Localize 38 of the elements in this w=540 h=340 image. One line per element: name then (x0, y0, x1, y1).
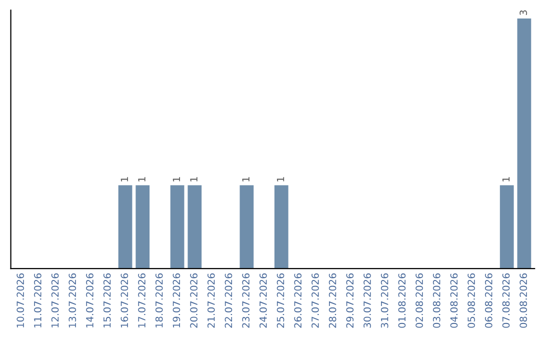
x-tick-label: 05.08.2026 (468, 273, 475, 328)
x-tick-label: 12.07.2026 (51, 273, 59, 328)
x-tick-label: 30.07.2026 (364, 273, 371, 328)
x-tick-label: 23.07.2026 (242, 273, 250, 328)
data-label: 1 (138, 177, 146, 182)
x-tick-label: 28.07.2026 (328, 273, 336, 328)
x-tick-label: 13.07.2026 (68, 273, 76, 328)
x-tick-label: 10.07.2026 (16, 273, 24, 328)
x-tick-label: 14.07.2026 (86, 273, 94, 328)
x-tick-label: 29.07.2026 (346, 273, 354, 328)
x-tick-label: 20.07.2026 (190, 273, 198, 328)
data-label: 1 (276, 177, 284, 182)
x-tick-label: 17.07.2026 (138, 273, 146, 328)
x-tick-label: 26.07.2026 (294, 273, 302, 328)
x-tick-label: 25.07.2026 (276, 273, 284, 328)
x-tick-label: 16.07.2026 (120, 273, 128, 328)
x-tick-label: 01.08.2026 (398, 273, 406, 328)
x-tick-label: 22.07.2026 (224, 273, 232, 328)
data-label: 1 (190, 177, 198, 182)
x-tick-label: 21.07.2026 (207, 273, 215, 328)
data-label: 1 (242, 177, 250, 182)
data-label: 3 (520, 10, 528, 16)
x-tick-label: 24.07.2026 (259, 273, 267, 328)
x-tick-label: 08.08.2026 (520, 273, 528, 328)
x-tick-label: 19.07.2026 (172, 273, 180, 328)
x-tick-label: 02.08.2026 (416, 273, 423, 328)
x-tick-label: 07.08.2026 (502, 273, 510, 328)
x-tick-label: 31.07.2026 (380, 273, 388, 328)
x-tick-label: 27.07.2026 (312, 273, 319, 328)
data-label: 1 (502, 177, 510, 182)
data-label: 1 (172, 177, 180, 182)
x-tick-label: 15.07.2026 (103, 273, 111, 328)
x-tick-label: 11.07.2026 (34, 273, 42, 328)
x-tick-label: 06.08.2026 (484, 273, 492, 328)
x-tick-label: 04.08.2026 (450, 273, 458, 328)
x-tick-label: 03.08.2026 (432, 273, 440, 328)
x-tick-label: 18.07.2026 (155, 273, 163, 328)
data-label: 1 (120, 177, 128, 182)
